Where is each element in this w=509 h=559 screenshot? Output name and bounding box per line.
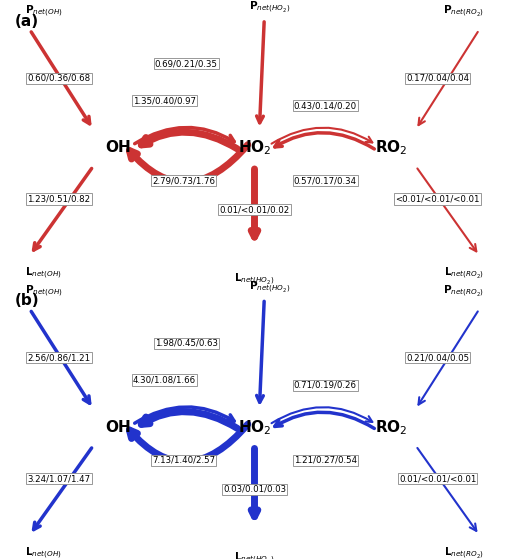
Text: 0.01/<0.01/<0.01: 0.01/<0.01/<0.01 (399, 474, 476, 483)
Text: 0.03/0.01/0.03: 0.03/0.01/0.03 (223, 485, 286, 494)
Text: (a): (a) (15, 14, 39, 29)
Text: 0.71/0.19/0.26: 0.71/0.19/0.26 (294, 381, 357, 390)
Text: 2.79/0.73/1.76: 2.79/0.73/1.76 (152, 176, 215, 185)
Text: L$_{net(RO_2)}$: L$_{net(RO_2)}$ (444, 266, 484, 281)
Text: 4.30/1.08/1.66: 4.30/1.08/1.66 (132, 376, 195, 385)
Text: P$_{net(OH)}$: P$_{net(OH)}$ (25, 4, 63, 19)
Text: <0.01/<0.01/<0.01: <0.01/<0.01/<0.01 (395, 195, 480, 203)
Text: 1.23/0.51/0.82: 1.23/0.51/0.82 (27, 195, 91, 203)
Text: 2.56/0.86/1.21: 2.56/0.86/1.21 (27, 353, 91, 362)
Text: 0.21/0.04/0.05: 0.21/0.04/0.05 (406, 353, 469, 362)
Text: P$_{net(OH)}$: P$_{net(OH)}$ (25, 283, 63, 299)
Text: OH: OH (105, 140, 130, 155)
Text: RO$_2$: RO$_2$ (375, 139, 408, 157)
Text: 0.69/0.21/0.35: 0.69/0.21/0.35 (155, 59, 217, 68)
Text: L$_{net(RO_2)}$: L$_{net(RO_2)}$ (444, 546, 484, 559)
Text: 7.13/1.40/2.57: 7.13/1.40/2.57 (152, 456, 215, 465)
Text: (b): (b) (15, 293, 40, 309)
Text: 0.60/0.36/0.68: 0.60/0.36/0.68 (27, 74, 91, 83)
Text: L$_{net(HO_2)}$: L$_{net(HO_2)}$ (234, 551, 275, 559)
Text: 0.17/0.04/0.04: 0.17/0.04/0.04 (406, 74, 469, 83)
Text: P$_{net(HO_2)}$: P$_{net(HO_2)}$ (248, 280, 290, 295)
Text: HO$_2$: HO$_2$ (238, 139, 271, 157)
Text: L$_{net(HO_2)}$: L$_{net(HO_2)}$ (234, 271, 275, 287)
Text: L$_{net(OH)}$: L$_{net(OH)}$ (25, 546, 62, 559)
Text: L$_{net(OH)}$: L$_{net(OH)}$ (25, 266, 62, 281)
Text: 1.98/0.45/0.63: 1.98/0.45/0.63 (155, 339, 217, 348)
Text: P$_{net(RO_2)}$: P$_{net(RO_2)}$ (443, 4, 484, 19)
Text: 1.21/0.27/0.54: 1.21/0.27/0.54 (294, 456, 357, 465)
Text: P$_{net(RO_2)}$: P$_{net(RO_2)}$ (443, 283, 484, 299)
Text: P$_{net(HO_2)}$: P$_{net(HO_2)}$ (248, 0, 290, 15)
Text: 0.43/0.14/0.20: 0.43/0.14/0.20 (294, 101, 357, 110)
Text: OH: OH (105, 420, 130, 435)
Text: 0.57/0.17/0.34: 0.57/0.17/0.34 (294, 176, 357, 185)
Text: HO$_2$: HO$_2$ (238, 418, 271, 437)
Text: 1.35/0.40/0.97: 1.35/0.40/0.97 (133, 96, 195, 105)
Text: RO$_2$: RO$_2$ (375, 418, 408, 437)
Text: 0.01/<0.01/0.02: 0.01/<0.01/0.02 (219, 205, 290, 214)
Text: 3.24/1.07/1.47: 3.24/1.07/1.47 (27, 474, 91, 483)
